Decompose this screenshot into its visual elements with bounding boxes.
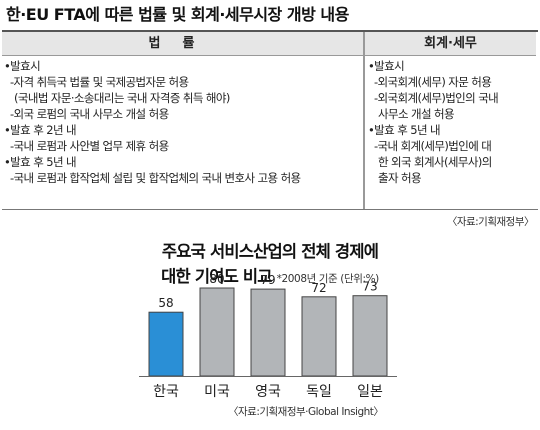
comparison-table: 법률 회계·세무 •발효시 -자격 취득국 법률 및 국제공법자문 허용 (국내… [2,30,538,210]
accounting-line: -외국회계(세무)법인의 국내 [374,91,499,105]
law-line: -외국 로펌의 국내 사무소 개설 허용 [10,107,169,121]
law-line: (국내법 자문·소송대리는 국내 자격증 취득 해야) [14,91,230,105]
category-label: 일본 [357,384,383,400]
table-header-accounting: 회계·세무 [365,32,536,56]
law-line: -자격 취득국 법률 및 국제공법자문 허용 [10,75,189,89]
accounting-line: -국내 회계(세무)법인에 대 [374,139,492,153]
law-line: -국내 로펌과 사안별 업무 제휴 허용 [10,139,169,153]
headline: 한·EU FTA에 따른 법률 및 회계·세무시장 개방 내용 [6,5,349,24]
bar-0 [148,311,184,377]
bar-value-label: 80 [209,272,224,286]
accounting-line: 출자 허용 [378,171,422,185]
chart-note: *2008년 기준 (단위:%) [276,273,380,285]
law-line: •발효시 [4,59,41,73]
law-column: •발효시 -자격 취득국 법률 및 국제공법자문 허용 (국내법 자문·소송대리… [4,58,360,186]
chart-title-line2: 대한 기여도 비교 *2008년 기준 (단위:%) [0,263,540,287]
category-label: 독일 [306,384,332,400]
accounting-column: •발효시 -외국회계(세무) 자문 허용 -외국회계(세무)법인의 국내 사무소… [368,58,534,186]
accounting-line: 사무소 개설 허용 [378,107,455,121]
chart-title-line1: 주요국 서비스산업의 전체 경제에 [161,242,379,261]
table-source: 〈자료:기획재정부〉 [446,216,535,228]
law-line: •발효 후 2년 내 [4,123,77,137]
accounting-line: •발효 후 5년 내 [368,123,441,137]
bar-4 [352,295,388,377]
column-divider [363,32,365,209]
chart-title-text: 대한 기여도 비교 [161,267,272,286]
category-label: 미국 [204,384,230,400]
bar-1 [199,287,235,377]
bar-3 [301,296,337,377]
table-header-law: 법률 [2,32,363,56]
bar-value-label: 73 [362,280,377,294]
bar-value-label: 79 [260,273,275,287]
accounting-line: •발효시 [368,59,405,73]
chart-source: 〈자료:기획재정부·Global Insight〉 [228,406,384,418]
category-label: 영국 [255,384,281,400]
bar-value-label: 58 [158,296,173,310]
law-line: -국내 로펌과 합작업체 설립 및 합작업체의 국내 변호사 고용 허용 [10,171,301,185]
law-line: •발효 후 5년 내 [4,155,77,169]
bar-2 [250,288,286,377]
bar-value-label: 72 [311,281,326,295]
accounting-line: 한 외국 회계사(세무사)의 [378,155,492,169]
accounting-line: -외국회계(세무) 자문 허용 [374,75,492,89]
category-label: 한국 [153,384,179,400]
